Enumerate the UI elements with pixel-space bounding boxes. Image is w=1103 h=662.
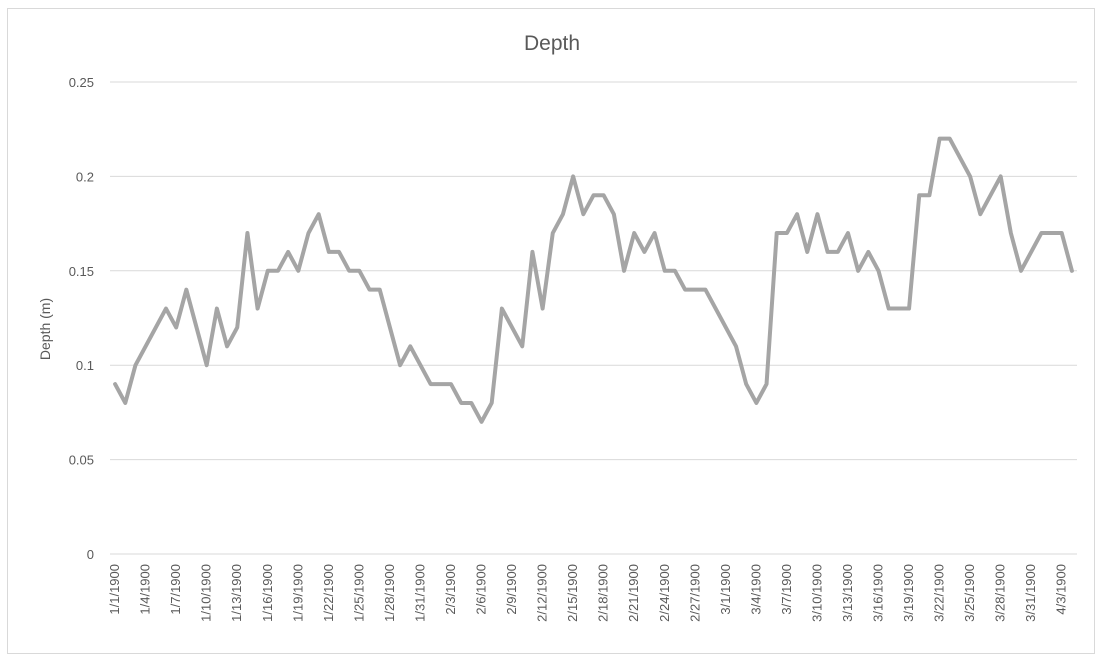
y-tick-label: 0.1: [76, 358, 94, 373]
x-tick-label: 3/25/1900: [962, 564, 977, 622]
x-tick-label: 1/19/1900: [290, 564, 305, 622]
x-tick-label: 3/31/1900: [1023, 564, 1038, 622]
x-tick-label: 2/12/1900: [535, 564, 550, 622]
x-tick-label: 3/1/1900: [718, 564, 733, 615]
x-axis-ticks: 1/1/1900 1/4/1900 1/7/1900 1/10/1900 1/13/19…: [107, 564, 1069, 622]
x-tick-label: 1/28/1900: [382, 564, 397, 622]
line-chart: 0 0.05 0.1 0.15 0.2 0.25 1/1/1900 1/4/1900 1/7/…: [37, 32, 1077, 622]
x-tick-label: 1/25/1900: [351, 564, 366, 622]
x-tick-label: 3/13/1900: [840, 564, 855, 622]
series-line: [113, 136, 1074, 424]
x-tick-label: 2/15/1900: [565, 564, 580, 622]
x-tick-label: 1/4/1900: [138, 564, 153, 615]
gridlines: [110, 81, 1077, 555]
x-tick-label: 3/7/1900: [779, 564, 794, 615]
y-tick-label: 0.2: [76, 169, 94, 184]
x-tick-label: 2/24/1900: [657, 564, 672, 622]
y-tick-label: 0.15: [69, 264, 94, 279]
y-tick-label: 0.25: [69, 75, 94, 90]
x-tick-label: 2/21/1900: [626, 564, 641, 622]
series-layer: [113, 136, 1074, 424]
x-tick-label: 2/27/1900: [687, 564, 702, 622]
x-tick-label: 2/6/1900: [474, 564, 489, 615]
y-axis-ticks: 0 0.05 0.1 0.15 0.2 0.25: [69, 75, 94, 562]
x-tick-label: 4/3/1900: [1054, 564, 1069, 615]
x-tick-label: 3/22/1900: [932, 564, 947, 622]
x-tick-label: 1/13/1900: [229, 564, 244, 622]
x-tick-label: 2/18/1900: [596, 564, 611, 622]
x-tick-label: 1/7/1900: [168, 564, 183, 615]
x-tick-label: 1/16/1900: [260, 564, 275, 622]
x-tick-label: 1/10/1900: [199, 564, 214, 622]
chart-title: Depth: [524, 32, 580, 55]
x-tick-label: 1/1/1900: [107, 564, 122, 615]
x-tick-label: 3/10/1900: [809, 564, 824, 622]
chart-frame: 0 0.05 0.1 0.15 0.2 0.25 1/1/1900 1/4/1900 1/7/…: [7, 8, 1095, 654]
x-tick-label: 1/22/1900: [321, 564, 336, 622]
y-axis-label: Depth (m): [37, 298, 53, 360]
x-tick-label: 3/16/1900: [871, 564, 886, 622]
x-tick-label: 3/28/1900: [993, 564, 1008, 622]
x-tick-label: 1/31/1900: [412, 564, 427, 622]
y-tick-label: 0: [87, 547, 94, 562]
x-tick-label: 3/19/1900: [901, 564, 916, 622]
x-tick-label: 3/4/1900: [748, 564, 763, 615]
y-tick-label: 0.05: [69, 453, 94, 468]
x-tick-label: 2/9/1900: [504, 564, 519, 615]
x-tick-label: 2/3/1900: [443, 564, 458, 615]
